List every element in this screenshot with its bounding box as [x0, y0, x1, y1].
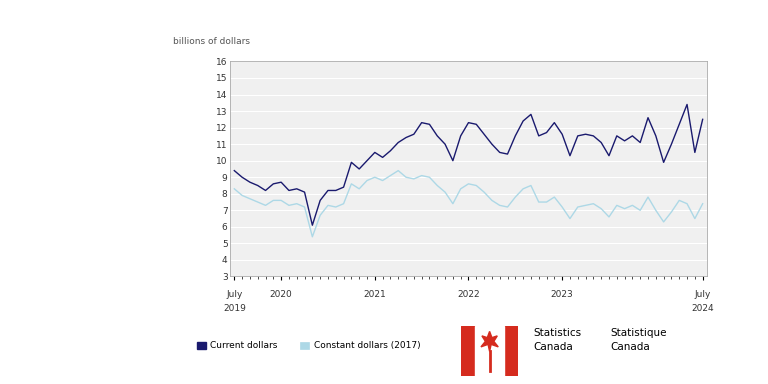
Text: July: July	[694, 290, 711, 300]
Legend: Current dollars, Constant dollars (2017): Current dollars, Constant dollars (2017)	[197, 341, 420, 350]
Text: Statistics
Canada: Statistics Canada	[534, 328, 582, 352]
Text: 2023: 2023	[551, 290, 574, 300]
Text: 2022: 2022	[457, 290, 480, 300]
Text: 2020: 2020	[270, 290, 293, 300]
Text: 2021: 2021	[363, 290, 386, 300]
Bar	[475, 326, 504, 376]
Bar	[504, 326, 518, 376]
Text: July: July	[226, 290, 243, 300]
Bar	[461, 326, 475, 376]
Text: billions of dollars: billions of dollars	[174, 37, 250, 46]
Polygon shape	[481, 331, 498, 351]
Text: 2024: 2024	[691, 304, 714, 313]
Text: 2019: 2019	[223, 304, 246, 313]
Text: Statistique
Canada: Statistique Canada	[611, 328, 667, 352]
